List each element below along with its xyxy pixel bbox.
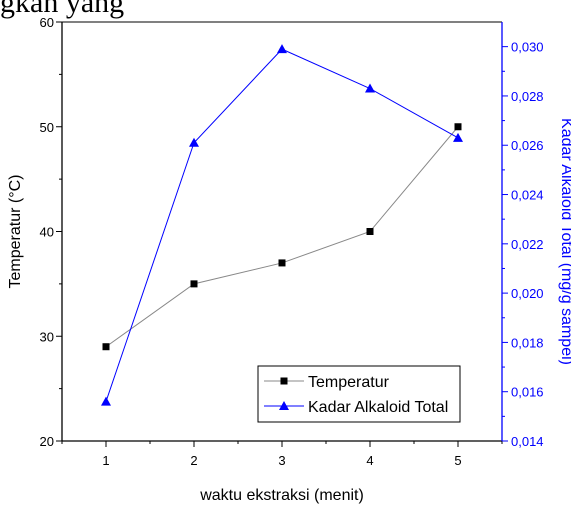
data-point-square <box>190 280 198 288</box>
x-axis-label: waktu ekstraksi (menit) <box>199 487 364 504</box>
right-y-tick-label: 0,022 <box>511 237 544 252</box>
right-y-tick-label: 0,020 <box>511 286 544 301</box>
right-y-tick-label: 0,030 <box>511 40 544 55</box>
series-line-square <box>105 126 459 348</box>
series-line-triangle <box>105 48 459 402</box>
left-y-tick-label: 40 <box>40 225 54 240</box>
data-point-triangle <box>365 83 375 93</box>
right-y-axis-label: Kadar Alkaloid Total (mg/g sampel) <box>558 118 571 365</box>
x-tick-label: 5 <box>454 453 461 468</box>
data-point-square <box>366 228 374 235</box>
legend-label: Temperatur <box>308 374 390 391</box>
data-point-square <box>454 123 462 131</box>
left-y-tick-label: 60 <box>40 15 54 30</box>
legend-label: Kadar Alkaloid Total <box>308 399 448 416</box>
legend-marker-square <box>280 377 288 385</box>
x-tick-label: 1 <box>102 453 109 468</box>
left-y-tick-label: 50 <box>40 120 54 135</box>
data-point-triangle <box>189 137 199 147</box>
left-y-tick-label: 20 <box>40 434 54 449</box>
right-y-tick-label: 0,016 <box>511 385 544 400</box>
data-point-triangle <box>453 132 463 142</box>
right-y-tick-label: 0,024 <box>511 188 544 203</box>
legend-marker-triangle <box>279 401 289 410</box>
left-y-tick-label: 30 <box>40 329 54 344</box>
legend-box <box>257 365 461 423</box>
left-y-axis-label: Temperatur (°C) <box>7 175 24 289</box>
right-y-tick-label: 0,018 <box>511 335 544 350</box>
x-tick-label: 3 <box>278 453 285 468</box>
right-y-tick-label: 0,028 <box>511 89 544 104</box>
data-point-square <box>102 343 110 351</box>
x-tick-label: 4 <box>366 453 373 468</box>
data-point-triangle <box>101 396 111 406</box>
data-point-square <box>278 259 286 267</box>
figure-caption-fragment: gkan yang <box>0 0 125 19</box>
right-y-tick-label: 0,026 <box>511 138 544 153</box>
data-point-triangle <box>277 44 287 54</box>
right-y-tick-label: 0,014 <box>511 434 544 449</box>
x-tick-label: 2 <box>190 453 197 468</box>
